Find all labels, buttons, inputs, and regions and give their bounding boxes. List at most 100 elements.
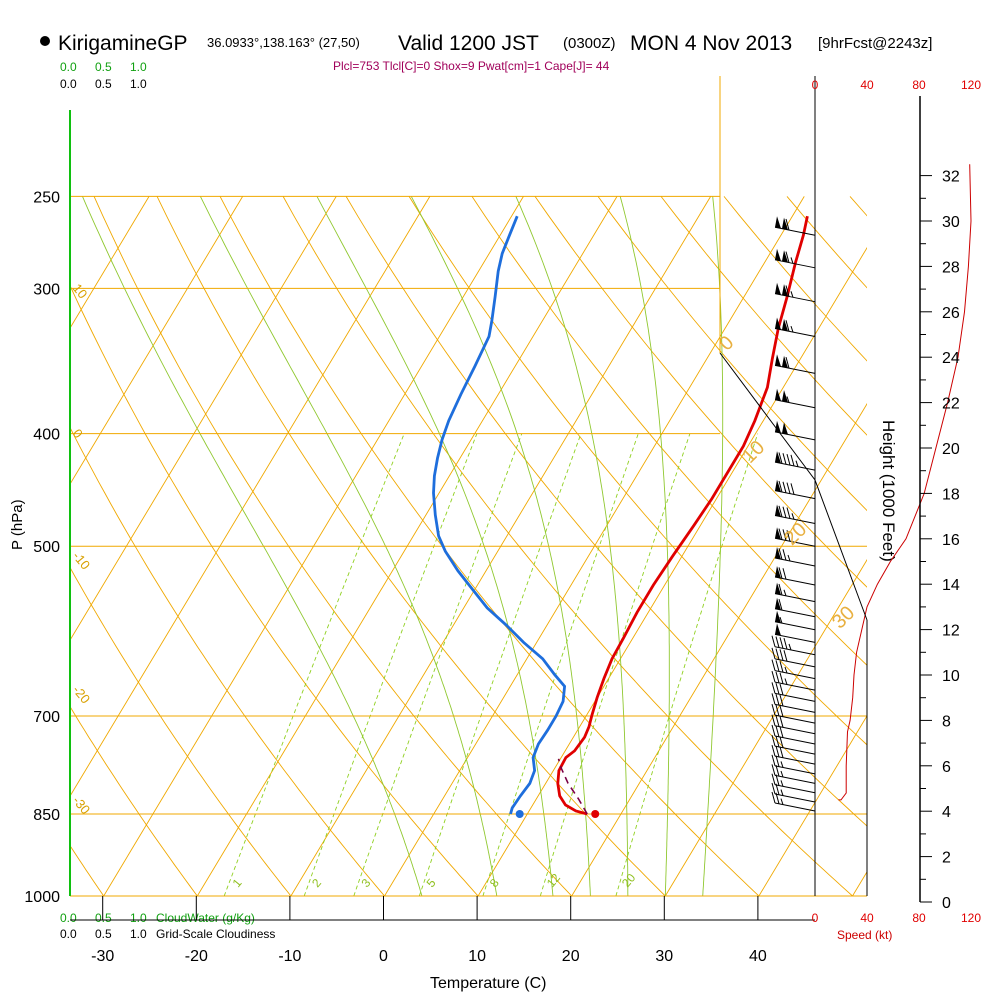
wind-barb-feather (779, 661, 784, 673)
height-tick-label: 22 (942, 396, 960, 413)
mixing-ratio-label: 3 (358, 876, 373, 890)
isotherm-line (852, 870, 867, 896)
wind-barb (771, 714, 816, 735)
dry-adiabat-line (70, 566, 292, 896)
wind-barb-staff (774, 646, 816, 656)
wind-barb-feather (775, 755, 780, 767)
wind-barb-staff (774, 703, 816, 713)
wind-barb-feather (782, 453, 787, 465)
dry-adiabat-line (597, 196, 867, 512)
wind-barb-half-feather (795, 460, 799, 467)
wind-barb-feather (779, 736, 784, 748)
wind-barb (771, 693, 816, 713)
wind-barb-feather (771, 659, 776, 671)
wind-barb (774, 451, 816, 471)
speed-tick-bottom: 40 (860, 911, 874, 925)
wind-barb-half-feather (783, 589, 787, 596)
x-tick-label: 30 (655, 948, 673, 965)
isotherm-line (664, 558, 867, 896)
cloudiness-tick-top: 1.0 (130, 77, 147, 91)
wind-barb (774, 597, 816, 618)
wind-barb-feather (785, 218, 790, 231)
dry-adiabat-line (156, 196, 666, 896)
wind-barb-feather (782, 481, 787, 493)
wind-barb-staff (774, 725, 816, 735)
height-tick-label: 8 (942, 713, 951, 730)
y-axis-label: P (hPa) (9, 499, 26, 550)
cloudiness-tick-bottom: 0.0 (60, 927, 77, 941)
wind-barb-feather (771, 682, 776, 694)
wind-barb-staff (774, 633, 816, 643)
wind-barb-flag (782, 284, 788, 297)
wind-barb-feather (771, 670, 776, 683)
wind-barb-staff (774, 765, 816, 775)
wind-barb-feather (783, 638, 788, 650)
wind-barb-staff (774, 670, 816, 680)
wind-barb-staff (774, 774, 816, 784)
isotherm-label: -20 (70, 682, 94, 706)
wind-barb (774, 354, 816, 374)
wind-barb-feather (771, 782, 776, 795)
wind-barb-feather (785, 357, 790, 369)
wind-barb-feather (771, 773, 776, 785)
speed-axis-label: Speed (kt) (837, 928, 892, 942)
wind-barb-flag (782, 390, 788, 403)
wind-barb-feather (775, 765, 780, 777)
height-tick-label: 0 (942, 895, 951, 912)
moist-adiabat-line (316, 196, 554, 896)
wind-barb-half-feather (780, 761, 784, 768)
moist-adiabat-line (82, 196, 423, 896)
wind-barb-staff (774, 364, 816, 374)
wind-barb-feather (779, 716, 784, 728)
station-name: KirigamineGP (58, 32, 188, 55)
wind-barb-feather (779, 672, 784, 684)
wind-barb-half-feather (780, 780, 784, 787)
wind-barb (771, 773, 816, 794)
wind-barb-staff (774, 557, 816, 567)
wind-barb (774, 248, 816, 269)
wind-barb-half-feather (780, 770, 784, 778)
wind-barb (771, 764, 816, 784)
pressure-tick-label: 1000 (24, 889, 60, 906)
forecast-info: [9hrFcst@2243z] (818, 35, 932, 52)
wind-barb-flag (782, 217, 788, 230)
wind-barb-feather (785, 320, 790, 332)
wind-barb-feather (775, 694, 780, 706)
cloud-water-tick-top: 1.0 (130, 60, 147, 74)
height-axis-label: Height (1000 Feet) (879, 420, 898, 562)
height-tick-label: 18 (942, 486, 960, 503)
wind-barb-flag (775, 282, 781, 295)
wind-barb-flag (775, 248, 781, 262)
pressure-tick-label: 400 (33, 427, 60, 444)
wind-barb-feather (783, 650, 788, 662)
wind-barb-feather (778, 548, 783, 560)
wind-barb (774, 282, 816, 303)
cloud-water-tick-top: 0.0 (60, 60, 77, 74)
wind-barb-flag (775, 597, 781, 610)
wind-barb (771, 647, 816, 668)
wind-barb-feather (775, 704, 780, 717)
wind-barb-feather (778, 505, 783, 518)
wind-barb-feather (779, 705, 784, 717)
wind-barb-feather (782, 506, 787, 518)
wind-barb-flag (782, 355, 788, 368)
moist-adiabat-line (619, 196, 670, 896)
wind-barb-feather (778, 583, 783, 596)
dry-adiabat-line (345, 196, 867, 827)
wind-barb (774, 546, 816, 567)
wind-barb-feather (782, 549, 787, 561)
height-tick-label: 12 (942, 623, 960, 640)
wind-speed-profile-line (838, 164, 972, 801)
wind-barb-feather (775, 774, 780, 786)
mixing-ratio-line (353, 433, 523, 896)
surface-temperature-marker (591, 809, 600, 818)
mixing-ratio-label: 5 (424, 876, 439, 890)
mixing-ratio-line (303, 433, 478, 896)
dry-adiabat-line (849, 196, 867, 217)
wind-barb-feather (782, 568, 787, 580)
dewpoint-profile-line (432, 215, 567, 815)
pressure-tick-label: 300 (33, 281, 60, 298)
x-tick-label: 20 (562, 948, 580, 965)
cloudiness-tick-top: 0.0 (60, 77, 77, 91)
wind-barb-staff (774, 714, 816, 724)
